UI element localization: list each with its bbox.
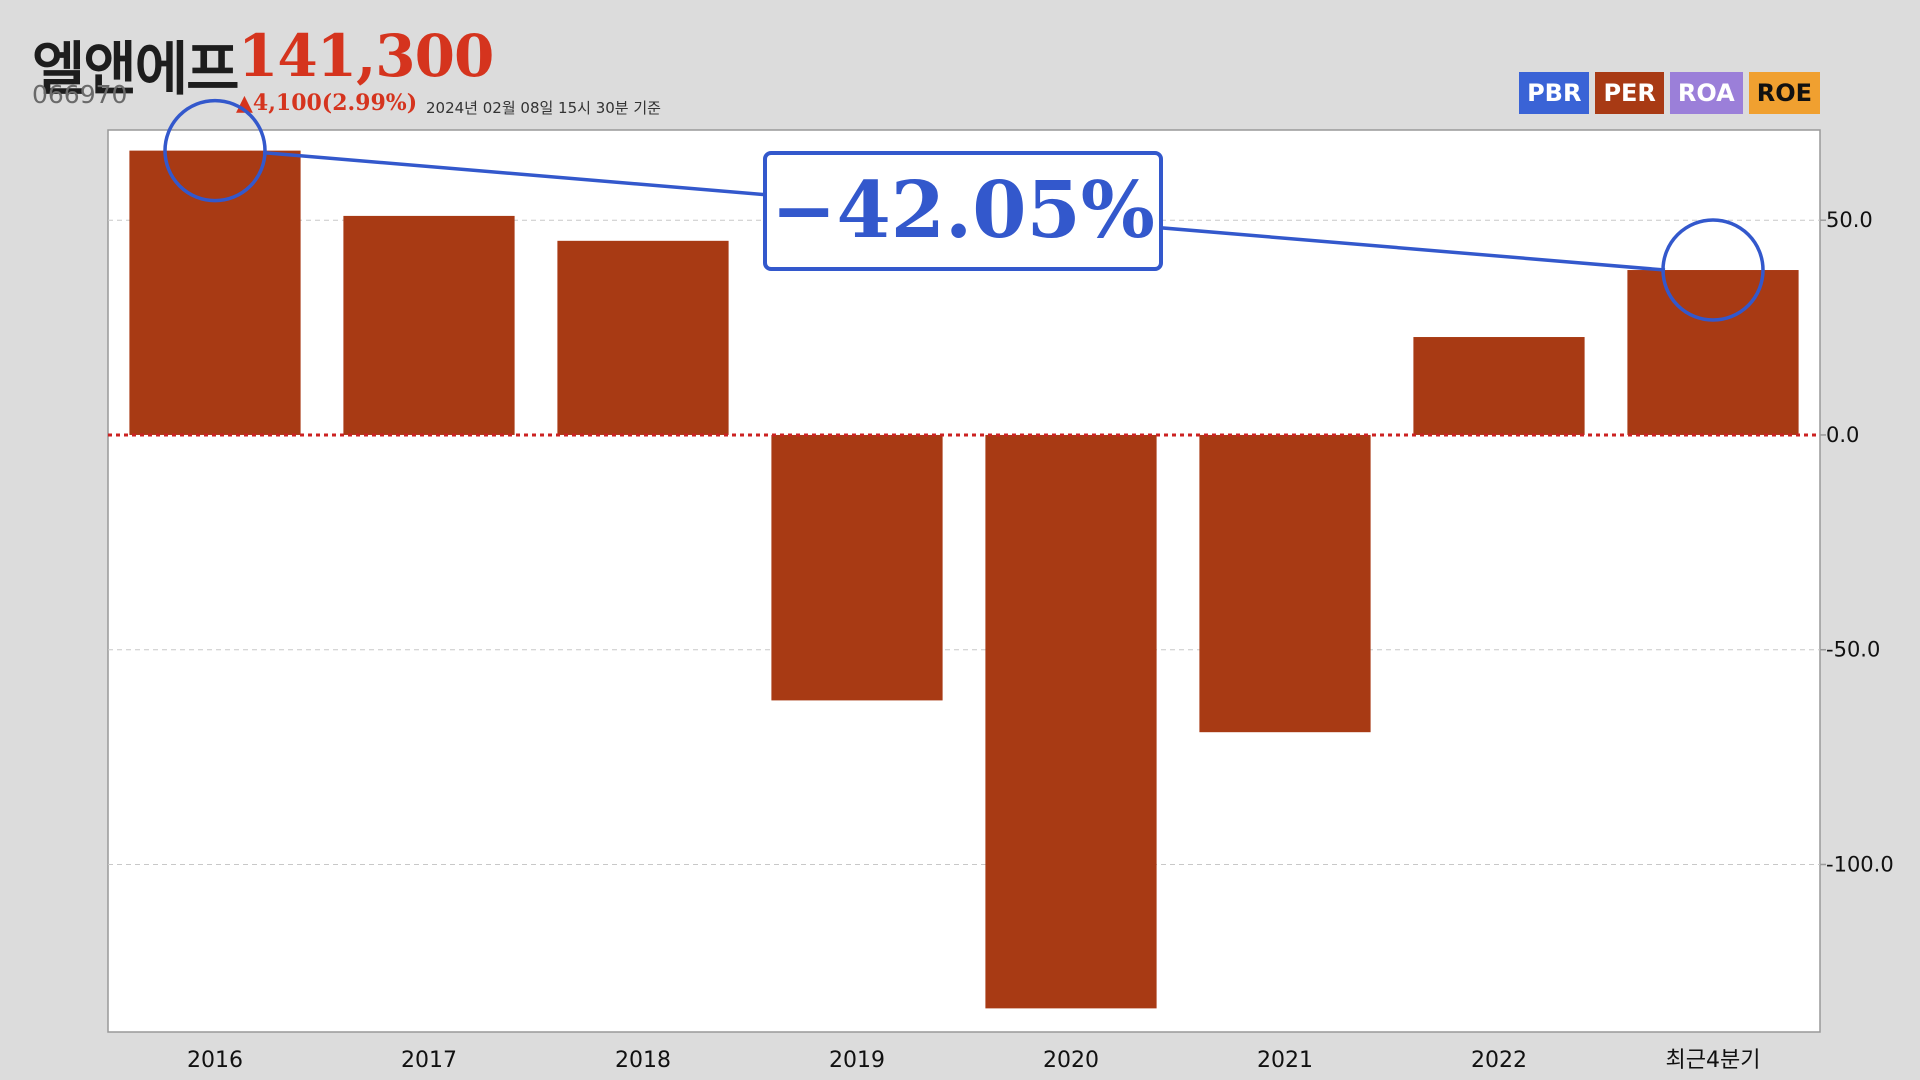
metric-legend: PBR PER ROA ROE: [1519, 72, 1820, 114]
end-circle: [1661, 218, 1765, 322]
x-tick-label: 최근4분기: [1666, 1048, 1761, 1073]
bar: [557, 240, 729, 435]
legend-pbr-button[interactable]: PBR: [1519, 72, 1590, 114]
legend-roe-button[interactable]: ROE: [1748, 72, 1820, 114]
y-tick-labels: 50.0 0.0 -50.0 -100.0: [1826, 208, 1894, 876]
bar: [1627, 270, 1799, 435]
stock-name: 엘앤에프: [32, 35, 239, 103]
bar: [1413, 337, 1585, 435]
x-tick-label: 2018: [615, 1048, 671, 1073]
x-tick-label: 2019: [829, 1048, 885, 1073]
change-callout-box: [763, 151, 1163, 271]
stock-price: 141,300: [238, 22, 494, 90]
timestamp: 2024년 02월 08일 15시 30분 기준: [426, 99, 661, 117]
x-tick-label: 2017: [401, 1048, 457, 1073]
stock-code: 066970: [32, 80, 128, 109]
start-circle: [163, 98, 267, 203]
y-tick-label: 50.0: [1826, 208, 1873, 232]
legend-per-button[interactable]: PER: [1595, 72, 1664, 114]
change-callout-text: −42.05%: [771, 165, 1155, 256]
price-change: ▲4,100(2.99%): [236, 90, 418, 116]
y-tick-label: -50.0: [1826, 638, 1880, 662]
bar: [985, 434, 1157, 1009]
bars: [129, 150, 1799, 1009]
change-annotation: −42.05%: [163, 98, 1765, 322]
bar: [771, 434, 943, 701]
x-tick-label: 2020: [1043, 1048, 1099, 1073]
x-tick-label: 2022: [1471, 1048, 1527, 1073]
y-tick-label: -100.0: [1826, 852, 1894, 876]
bar: [129, 150, 301, 435]
x-tick-label: 2016: [187, 1048, 243, 1073]
bar: [343, 215, 515, 435]
legend-roa-button[interactable]: ROA: [1669, 72, 1743, 114]
bar: [1199, 434, 1371, 733]
y-tick-label: 0.0: [1826, 423, 1859, 447]
x-tick-labels: 2016 2017 2018 2019 2020 2021 2022 최근4분기: [187, 1048, 1760, 1073]
x-tick-label: 2021: [1257, 1048, 1313, 1073]
